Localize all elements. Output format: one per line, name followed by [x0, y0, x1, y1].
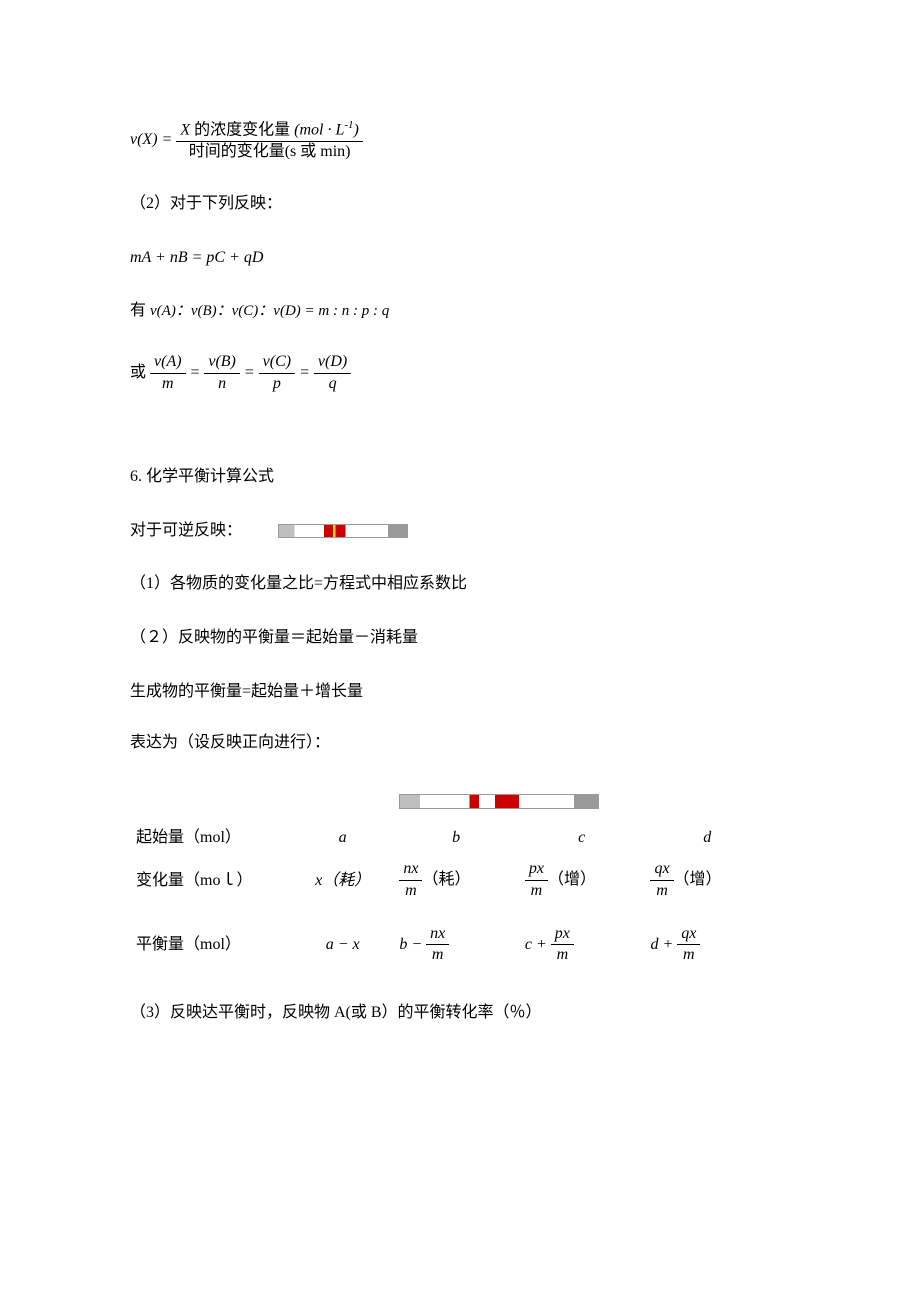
change-A-val: x（耗） — [315, 872, 370, 889]
frac-c-num: v(C) — [259, 352, 295, 374]
equil-B-num: nx — [426, 924, 449, 946]
reaction-eq: mA + nB = pC + qD — [130, 245, 790, 271]
reversible-prefix: 对于可逆反映： — [130, 522, 242, 539]
equilibrium-table: 起始量（mol） a b c d 变化量（moｌ） x（耗） nxm（耗） px… — [130, 784, 770, 970]
change-B: nxm（耗） — [393, 855, 519, 906]
start-D: d — [644, 821, 770, 855]
change-D-suf: （增） — [674, 871, 722, 888]
table-row-change: 变化量（moｌ） x（耗） nxm（耗） pxm（增） qxm（增） — [130, 855, 770, 906]
equil-D-num: qx — [677, 924, 700, 946]
frac-a: v(A)m — [150, 352, 186, 395]
equil-D-den: m — [677, 945, 700, 966]
p-prod: 生成物的平衡量=起始量＋增长量 — [130, 679, 790, 705]
label-eq: 平衡量（mol） — [130, 906, 292, 971]
change-A: x（耗） — [292, 855, 393, 906]
ratio-prefix: 有 — [130, 302, 146, 319]
frac-d-num: v(D) — [314, 352, 351, 374]
ratio-eq: v(A)：v(B)：v(C)：v(D) = m : n : p : q — [150, 303, 389, 319]
equil-D: d + qxm — [644, 906, 770, 971]
or-label: 或 — [130, 364, 146, 381]
p-ratio: （1）各物质的变化量之比=方程式中相应系数比 — [130, 571, 790, 597]
equil-B-pre: b − — [399, 936, 426, 953]
rate-den-unit: (s 或 min) — [285, 143, 351, 160]
frac-b: v(B)n — [204, 352, 240, 395]
equil-C-pre: c + — [525, 936, 551, 953]
frac-c: v(C)p — [259, 352, 295, 395]
frac-b-num: v(B) — [204, 352, 240, 374]
rate-den-cn: 时间的变化量 — [189, 143, 285, 160]
change-B-den: m — [399, 881, 422, 902]
eq1: = — [190, 364, 205, 381]
label-start: 起始量（mol） — [130, 821, 292, 855]
label-change: 变化量（moｌ） — [130, 855, 292, 906]
heading-6: 6. 化学平衡计算公式 — [130, 464, 790, 490]
change-D-den: m — [650, 881, 673, 902]
p3: （3）反映达平衡时，反映物 A(或 B）的平衡转化率（％） — [130, 1000, 790, 1026]
equil-B: b − nxm — [393, 906, 519, 971]
table-row-start: 起始量（mol） a b c d — [130, 821, 770, 855]
equil-B-den: m — [426, 945, 449, 966]
rate-fraction: X 的浓度变化量 (mol · L-1) 时间的变化量(s 或 min) — [176, 118, 363, 163]
change-C: pxm（增） — [519, 855, 645, 906]
change-C-den: m — [525, 881, 548, 902]
frac-c-den: p — [259, 374, 295, 395]
reversible-line: 对于可逆反映： — [130, 518, 790, 544]
change-D: qxm（增） — [644, 855, 770, 906]
equil-C-den: m — [551, 945, 574, 966]
change-B-suf: （耗） — [422, 871, 470, 888]
table-row-equil: 平衡量（mol） a − x b − nxm c + pxm d + qxm — [130, 906, 770, 971]
p2-label: （2）对于下列反映： — [130, 191, 790, 217]
frac-a-den: m — [150, 374, 186, 395]
frac-b-den: n — [204, 374, 240, 395]
change-C-suf: （增） — [548, 871, 596, 888]
start-B: b — [393, 821, 519, 855]
frac-d-den: q — [314, 374, 351, 395]
rate-num-cn: 的浓度变化量 — [194, 121, 290, 138]
start-A: a — [292, 821, 393, 855]
rate-num-unit: (mol · L — [290, 121, 344, 138]
broken-image-icon — [278, 524, 408, 538]
eq3: = — [299, 364, 314, 381]
equil-D-pre: d + — [650, 936, 677, 953]
start-C: c — [519, 821, 645, 855]
or-frac-line: 或 v(A)m = v(B)n = v(C)p = v(D)q — [130, 352, 790, 395]
change-D-num: qx — [650, 859, 673, 881]
equil-C-num: px — [551, 924, 574, 946]
change-B-num: nx — [399, 859, 422, 881]
rate-num-close: ) — [354, 121, 359, 138]
ratio-line: 有 v(A)：v(B)：v(C)：v(D) = m : n : p : q — [130, 298, 790, 324]
change-C-num: px — [525, 859, 548, 881]
frac-d: v(D)q — [314, 352, 351, 395]
frac-a-num: v(A) — [150, 352, 186, 374]
broken-image-icon-2 — [399, 794, 599, 809]
p-expr: 表达为（设反映正向进行）： — [130, 730, 790, 756]
equil-C: c + pxm — [519, 906, 645, 971]
rate-num-sup: -1 — [344, 119, 353, 131]
rate-num-x: X — [180, 121, 194, 138]
eq2: = — [244, 364, 259, 381]
rate-formula: v(X) = X 的浓度变化量 (mol · L-1) 时间的变化量(s 或 m… — [130, 118, 790, 163]
p-react: （２）反映物的平衡量＝起始量－消耗量 — [130, 625, 790, 651]
rate-lhs: v(X) = — [130, 131, 172, 148]
equil-A: a − x — [292, 906, 393, 971]
table-row-img — [130, 784, 770, 822]
